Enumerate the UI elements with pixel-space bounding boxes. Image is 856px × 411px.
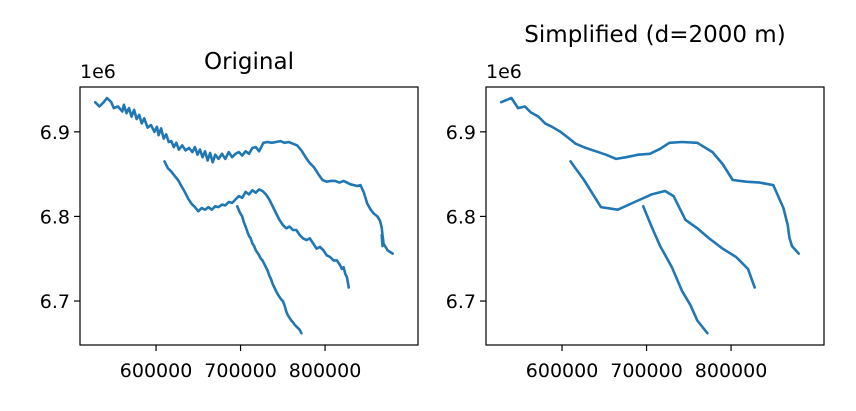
x-tick-label: 800000 (695, 360, 768, 382)
y-tick-label: 6.8 (40, 206, 70, 228)
river-line-branch-B (235, 205, 303, 335)
river-line-main-stem (499, 96, 800, 255)
axes-title: Original (204, 49, 294, 75)
y-tick-label: 6.7 (40, 291, 70, 313)
axes-simplified: Simplified (d=2000 m) 1e6 600000 700000 80… (446, 22, 825, 382)
y-ticks: 6.7 6.8 6.9 (446, 122, 486, 313)
y-tick-label: 6.7 (446, 291, 476, 313)
river-line-branch-A (569, 160, 756, 289)
x-tick-label: 600000 (526, 360, 599, 382)
y-tick-label: 6.8 (446, 206, 476, 228)
y-offset-label: 1e6 (486, 61, 522, 83)
river-line-main-stem (93, 96, 394, 255)
x-ticks: 600000 700000 800000 (120, 345, 362, 382)
y-ticks: 6.7 6.8 6.9 (40, 122, 80, 313)
axes-title: Simplified (d=2000 m) (524, 22, 785, 48)
y-tick-label: 6.9 (40, 122, 70, 144)
y-offset-label: 1e6 (80, 61, 116, 83)
y-tick-label: 6.9 (446, 122, 476, 144)
axes-original: Original 1e6 600000 700000 800000 6.76.86.… (40, 49, 419, 382)
x-tick-label: 600000 (120, 360, 193, 382)
x-ticks: 600000 700000 800000 (526, 345, 768, 382)
x-tick-label: 800000 (289, 360, 362, 382)
series-layer (93, 96, 394, 335)
river-line-branch-B (641, 205, 709, 335)
river-line-branch-A (163, 160, 350, 289)
x-tick-label: 700000 (610, 360, 683, 382)
series-layer (499, 96, 800, 335)
x-tick-label: 700000 (204, 360, 277, 382)
